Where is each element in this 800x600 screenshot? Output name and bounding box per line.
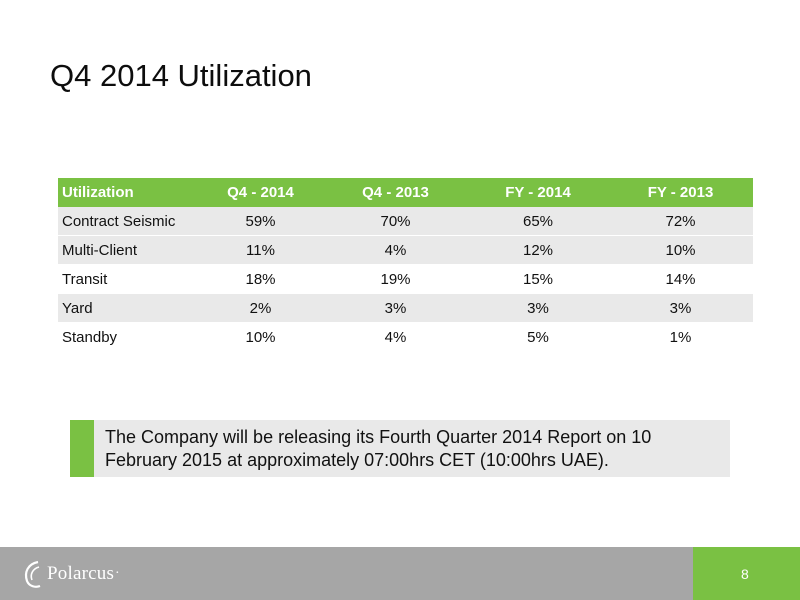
table-cell: 12% (468, 235, 608, 265)
announcement-text: The Company will be releasing its Fourth… (105, 427, 652, 470)
row-label: Standby (58, 322, 198, 352)
table-cell: 19% (323, 264, 468, 294)
table-cell: 3% (608, 293, 753, 323)
row-label: Transit (58, 264, 198, 294)
row-label: Multi-Client (58, 235, 198, 265)
page-number-box: 8 (693, 547, 800, 600)
polarcus-logo: Polarcus · (22, 557, 120, 591)
logo-text: Polarcus (47, 563, 115, 584)
table-cell: 18% (198, 264, 323, 294)
header-q4-2014: Q4 - 2014 (198, 178, 323, 207)
table-cell: 2% (198, 293, 323, 323)
table-cell: 59% (198, 207, 323, 236)
table-cell: 11% (198, 235, 323, 265)
table-cell: 10% (608, 235, 753, 265)
table-cell: 10% (198, 322, 323, 352)
table-cell: 4% (323, 235, 468, 265)
table-row: Standby 10% 4% 5% 1% (58, 322, 753, 352)
header-utilization: Utilization (58, 178, 198, 207)
row-label: Yard (58, 293, 198, 323)
table-row: Transit 18% 19% 15% 14% (58, 264, 753, 294)
row-label: Contract Seismic (58, 207, 198, 236)
accent-bar (70, 420, 94, 477)
footer-bar: Polarcus · 8 (0, 547, 800, 600)
table-cell: 14% (608, 264, 753, 294)
polarcus-logo-icon (24, 560, 41, 588)
header-q4-2013: Q4 - 2013 (323, 178, 468, 207)
table-row: Yard 2% 3% 3% 3% (58, 293, 753, 323)
table-cell: 3% (323, 293, 468, 323)
table-cell: 5% (468, 322, 608, 352)
table-header-row: Utilization Q4 - 2014 Q4 - 2013 FY - 201… (58, 178, 753, 207)
table-cell: 3% (468, 293, 608, 323)
utilization-table: Utilization Q4 - 2014 Q4 - 2013 FY - 201… (58, 178, 753, 352)
page-number: 8 (741, 566, 749, 582)
table-cell: 70% (323, 207, 468, 236)
table-cell: 4% (323, 322, 468, 352)
header-fy-2014: FY - 2014 (468, 178, 608, 207)
table-cell: 15% (468, 264, 608, 294)
header-fy-2013: FY - 2013 (608, 178, 753, 207)
announcement-box: The Company will be releasing its Fourth… (70, 420, 730, 477)
table-cell: 65% (468, 207, 608, 236)
logo-dot: · (115, 566, 120, 581)
slide-title: Q4 2014 Utilization (50, 58, 312, 93)
table-row: Contract Seismic 59% 70% 65% 72% (58, 207, 753, 236)
table-cell: 1% (608, 322, 753, 352)
table-cell: 72% (608, 207, 753, 236)
table-row: Multi-Client 11% 4% 12% 10% (58, 235, 753, 265)
